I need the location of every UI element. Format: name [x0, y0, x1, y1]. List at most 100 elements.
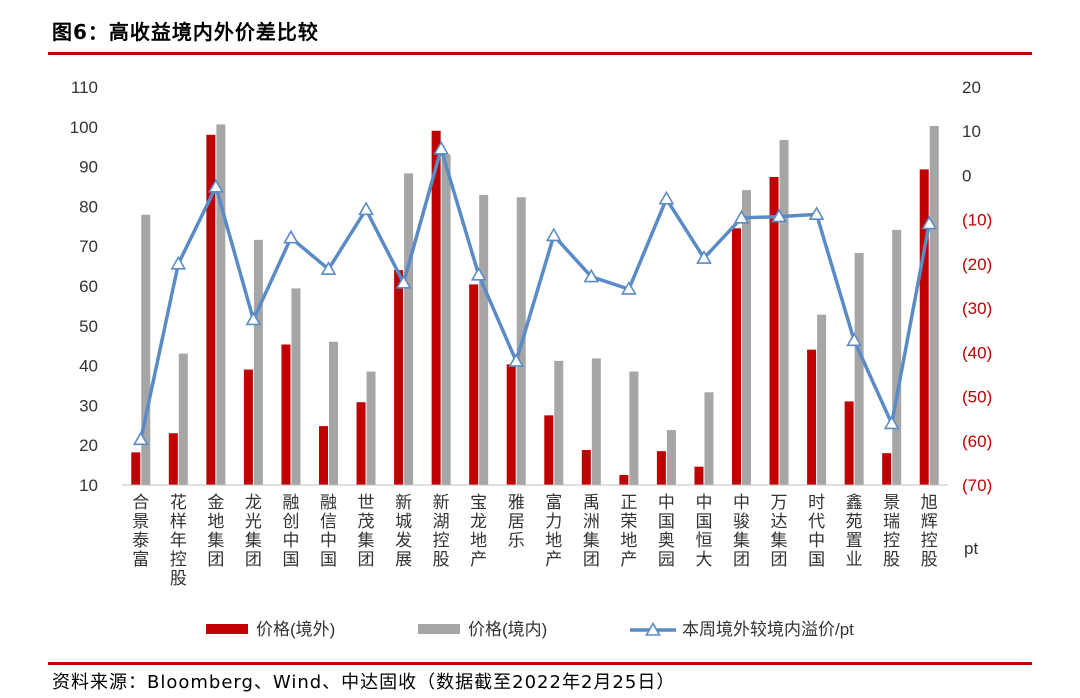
bar-domestic-price [479, 194, 489, 485]
x-tick-label: 景瑞控股 [883, 493, 900, 569]
bar-overseas-price [656, 451, 666, 485]
y-right-tick-label: (70) [962, 476, 992, 495]
y-left-tick-label: 20 [79, 436, 98, 455]
x-tick-label: 中国奥园 [658, 493, 675, 569]
bar-overseas-price [394, 270, 404, 485]
x-tick-label: 世茂集团 [358, 493, 375, 569]
y-right-tick-label: (20) [962, 255, 992, 274]
bar-overseas-price [844, 401, 854, 485]
bar-overseas-price [882, 453, 892, 485]
bar-overseas-price [807, 349, 817, 485]
premium-point [395, 274, 412, 289]
x-tick-label: 中国恒大 [695, 493, 712, 569]
premium-point [883, 415, 900, 430]
premium-point [620, 280, 637, 295]
x-tick-label: 金地集团 [207, 493, 224, 569]
premium-point [358, 201, 374, 216]
bar-domestic-price [404, 173, 414, 485]
y-left-tick-label: 30 [79, 396, 98, 415]
bar-domestic-price [141, 214, 151, 485]
premium-point [921, 215, 938, 230]
legend-label-domestic: 价格(境内) [468, 620, 547, 639]
premium-point [170, 255, 187, 270]
premium-point [283, 229, 299, 244]
bar-domestic-price [817, 314, 827, 485]
bar-domestic-price [629, 371, 639, 485]
y-right-tick-label: 20 [962, 78, 981, 97]
legend: 价格(境外) 价格(境内) 本周境外较境内溢价/pt [206, 620, 854, 639]
premium-point [846, 332, 863, 347]
y-right-tick-label: (50) [962, 388, 992, 407]
legend-label-premium: 本周境外较境内溢价/pt [682, 620, 854, 639]
x-tick-label: 富力地产 [545, 493, 562, 569]
y-left-tick-label: 110 [71, 78, 98, 97]
bar-overseas-price [243, 369, 253, 485]
bar-domestic-price [779, 139, 789, 485]
y-left-tick-label: 80 [79, 197, 98, 216]
bar-overseas-price [769, 176, 779, 485]
x-tick-label: 禹洲集团 [583, 493, 600, 569]
y-left-tick-label: 60 [79, 277, 98, 296]
bar-domestic-price [854, 252, 864, 485]
bar-overseas-price [544, 415, 554, 485]
premium-point [808, 206, 825, 221]
premium-point [658, 190, 675, 205]
premium-point [132, 431, 149, 446]
x-tick-label: 新湖控股 [433, 493, 450, 569]
premium-point [508, 353, 525, 367]
bar-domestic-price [892, 229, 902, 485]
bar-overseas-price [506, 364, 516, 485]
premium-point [470, 266, 487, 281]
x-tick-label: 时代中国 [808, 493, 825, 569]
x-tick-label: 合景泰富 [132, 493, 149, 569]
x-tick-label: 正荣地产 [620, 493, 637, 569]
bar-overseas-price [281, 344, 291, 485]
bar-domestic-price [591, 358, 601, 485]
bar-overseas-price [356, 402, 366, 485]
x-tick-label: 雅居乐 [508, 493, 525, 550]
premium-point [245, 311, 262, 326]
y-right-tick-label: 0 [962, 166, 971, 185]
x-tick-label: 宝龙地产 [470, 493, 487, 569]
y-right-tick-label: (40) [962, 343, 992, 362]
bar-overseas-price [469, 284, 479, 485]
y-axis-left: 10 20 30 40 50 60 70 80 90 100 110 [70, 78, 98, 495]
bar-domestic-price [666, 430, 676, 485]
figure-title: 图6：高收益境内外价差比较 [52, 20, 319, 44]
y-left-tick-label: 100 [70, 118, 98, 137]
premium-point [733, 209, 750, 224]
premium-point [433, 140, 450, 155]
bars [131, 124, 939, 486]
x-tick-label: 鑫苑置业 [846, 493, 863, 569]
bottom-rule [48, 662, 1032, 665]
bar-domestic-price [554, 360, 564, 485]
bar-overseas-price [168, 433, 178, 485]
legend-label-overseas: 价格(境外) [256, 620, 335, 639]
bar-domestic-price [178, 353, 188, 485]
y-right-tick-label: (60) [962, 432, 992, 451]
y-left-tick-label: 10 [79, 476, 98, 495]
bar-domestic-price [329, 341, 338, 485]
source-note: 资料来源：Bloomberg、Wind、中达固收（数据截至2022年2月25日） [52, 672, 676, 693]
bar-overseas-price [319, 426, 328, 485]
x-tick-label: 新城发展 [395, 493, 412, 569]
premium-line-series [132, 140, 938, 446]
legend-swatch-overseas [206, 624, 248, 634]
x-tick-label: 融信中国 [320, 493, 337, 569]
y-axis-right: (70) (60) (50) (40) (30) (20) (10) 0 10 20 [962, 78, 992, 495]
x-tick-label: 花样年控股 [170, 493, 187, 588]
right-axis-unit-label: pt [964, 539, 978, 558]
bar-domestic-price [704, 392, 714, 485]
y-right-tick-label: 10 [962, 122, 981, 141]
premium-point [583, 268, 600, 283]
premium-point [207, 178, 224, 193]
bar-domestic-price [366, 371, 376, 485]
premium-point [320, 261, 337, 275]
bar-overseas-price [131, 452, 141, 485]
bar-overseas-price [581, 449, 591, 485]
y-left-tick-label: 90 [79, 158, 98, 177]
bar-domestic-price [253, 239, 263, 485]
y-right-tick-label: (30) [962, 299, 992, 318]
x-tick-label: 旭辉控股 [921, 493, 938, 569]
